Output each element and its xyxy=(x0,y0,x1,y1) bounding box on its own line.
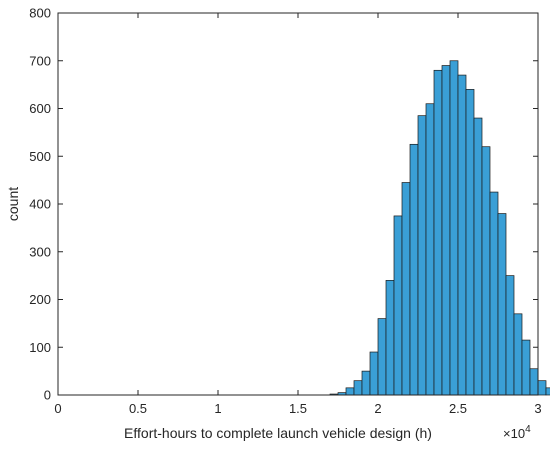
histogram-bar xyxy=(377,318,387,396)
histogram-bar xyxy=(497,213,507,396)
y-tick-label: 100 xyxy=(29,340,51,355)
histogram-bars xyxy=(329,60,550,396)
x-tick-label: 0.5 xyxy=(129,401,147,416)
histogram-bar xyxy=(409,143,419,396)
histogram-bar xyxy=(441,65,451,396)
histogram-bar xyxy=(393,215,403,396)
histogram-bar xyxy=(449,60,459,396)
histogram-bar xyxy=(417,115,427,396)
histogram-bar xyxy=(473,117,483,396)
y-axis-ticks: 0 100 200 300 400 500 600 700 800 xyxy=(29,6,538,403)
x-axis-multiplier-base: ×10 xyxy=(503,426,525,441)
histogram-bar xyxy=(521,339,531,396)
y-tick-label: 600 xyxy=(29,101,51,116)
x-axis-multiplier-exponent: 4 xyxy=(525,424,531,435)
histogram-bar xyxy=(369,351,379,396)
x-axis-multiplier: ×104 xyxy=(503,424,531,441)
histogram-bar xyxy=(489,191,499,396)
plot-area-frame xyxy=(57,12,539,396)
histogram-bar xyxy=(385,280,395,396)
y-tick-label: 0 xyxy=(44,388,51,403)
x-tick-label: 2 xyxy=(374,401,381,416)
x-tick-label: 0 xyxy=(54,401,61,416)
y-tick-label: 200 xyxy=(29,292,51,307)
histogram-bar xyxy=(481,146,491,396)
histogram-bar xyxy=(433,69,443,396)
histogram-bar xyxy=(529,368,539,396)
histogram-bar xyxy=(537,380,547,396)
histogram-bar xyxy=(361,370,371,396)
histogram-bar xyxy=(457,74,467,396)
y-tick-label: 800 xyxy=(29,6,51,21)
histogram-bar xyxy=(353,380,363,396)
histogram-bar xyxy=(345,387,355,396)
x-tick-label: 1 xyxy=(214,401,221,416)
histogram-bar xyxy=(425,103,435,396)
x-axis-label: Effort-hours to complete launch vehicle … xyxy=(124,425,432,441)
histogram-bar xyxy=(513,313,523,396)
histogram-bar xyxy=(505,275,515,396)
y-tick-label: 700 xyxy=(29,53,51,68)
histogram-bar xyxy=(465,89,475,396)
y-tick-label: 300 xyxy=(29,244,51,259)
x-tick-label: 2.5 xyxy=(449,401,467,416)
histogram-bar xyxy=(545,387,550,396)
y-tick-label: 400 xyxy=(29,197,51,212)
histogram-bar xyxy=(401,182,411,396)
x-tick-label: 1.5 xyxy=(289,401,307,416)
x-tick-label: 3 xyxy=(534,401,541,416)
y-tick-label: 500 xyxy=(29,149,51,164)
y-axis-label: count xyxy=(5,187,21,221)
